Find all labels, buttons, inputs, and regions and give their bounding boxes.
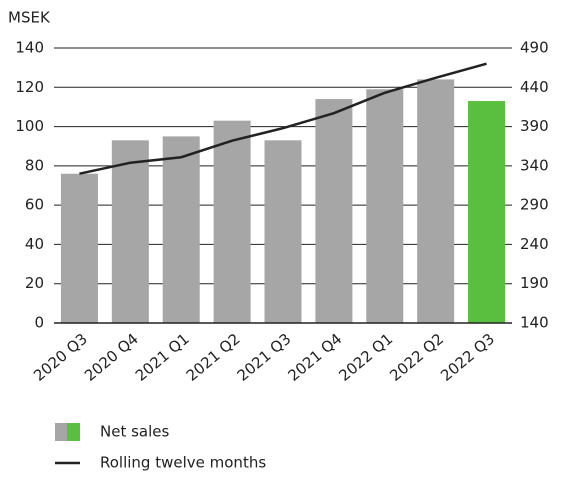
- y2-tick-label: 190: [520, 274, 549, 292]
- y2-tick-label: 140: [520, 314, 549, 332]
- y2-tick-label: 240: [520, 235, 549, 253]
- bar: [60, 173, 98, 323]
- bar: [468, 101, 506, 324]
- x-tick-label: 2021 Q1: [132, 330, 193, 385]
- bar: [417, 79, 455, 323]
- y-tick-label: 60: [25, 196, 44, 214]
- x-tick-label: 2020 Q4: [81, 330, 142, 385]
- bar: [264, 140, 302, 323]
- y-tick-label: 20: [25, 274, 44, 292]
- bar: [111, 140, 149, 323]
- bar: [366, 89, 404, 323]
- x-tick-label: 2022 Q3: [437, 330, 498, 385]
- x-tick-label: 2022 Q1: [335, 330, 396, 385]
- x-tick-label: 2021 Q2: [183, 330, 244, 385]
- x-tick-label: 2021 Q4: [285, 330, 346, 385]
- y-tick-label: 80: [25, 156, 44, 174]
- y-tick-label: 40: [25, 235, 44, 253]
- line: [79, 62, 487, 175]
- y2-tick-label: 390: [520, 117, 549, 135]
- bar: [315, 99, 353, 323]
- legend-label: Rolling twelve months: [100, 454, 266, 472]
- y2-tick-label: 340: [520, 156, 549, 174]
- bar: [213, 120, 251, 323]
- legend-swatch: [55, 423, 67, 441]
- y-tick-label: 0: [34, 314, 44, 332]
- x-tick-label: 2022 Q2: [386, 330, 447, 385]
- y-tick-label: 100: [15, 117, 44, 135]
- y2-tick-label: 490: [520, 39, 549, 57]
- bar: [162, 136, 200, 323]
- y2-tick-label: 440: [520, 78, 549, 96]
- y-axis-label: MSEK: [8, 9, 51, 27]
- y-tick-label: 120: [15, 78, 44, 96]
- legend-swatch: [67, 423, 80, 441]
- legend-label: Net sales: [100, 423, 170, 441]
- y-tick-label: 140: [15, 39, 44, 57]
- y2-tick-label: 290: [520, 196, 549, 214]
- x-tick-label: 2021 Q3: [234, 330, 295, 385]
- x-tick-label: 2020 Q3: [30, 330, 91, 385]
